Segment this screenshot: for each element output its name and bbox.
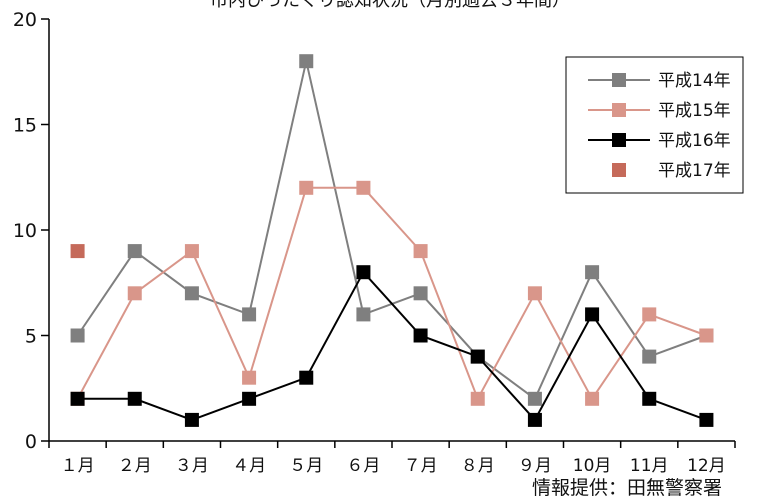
- x-tick-label: ５月: [289, 456, 323, 476]
- series-line: [76, 186, 707, 402]
- data-point: [299, 54, 314, 69]
- data-point: [585, 265, 600, 280]
- x-tick-label: ９月: [518, 456, 552, 476]
- data-point: [642, 391, 657, 406]
- x-tick-label: 12月: [687, 456, 726, 476]
- data-point: [642, 307, 657, 322]
- y-tick-label: 20: [13, 9, 37, 31]
- data-point: [127, 244, 142, 259]
- data-point: [184, 412, 199, 427]
- data-point: [184, 286, 199, 301]
- x-tick-label: ７月: [404, 456, 438, 476]
- data-point: [642, 349, 657, 364]
- y-tick-label: 5: [25, 326, 37, 348]
- data-point: [70, 244, 85, 259]
- data-point: [527, 286, 542, 301]
- legend-marker: [612, 73, 626, 87]
- y-tick-label: 15: [13, 115, 37, 137]
- x-axis-ticks: １月 ２月 ３月 ４月 ５月 ６月 ７月 ８月 ９月 10月 11月 12月: [48, 441, 736, 476]
- data-point: [527, 391, 542, 406]
- series-3: [70, 265, 714, 427]
- data-point: [585, 307, 600, 322]
- data-point: [585, 391, 600, 406]
- data-point: [470, 391, 485, 406]
- legend-entry: 平成16年: [588, 131, 731, 151]
- data-point: [356, 307, 371, 322]
- legend-label: 平成16年: [658, 131, 731, 151]
- data-point: [242, 307, 257, 322]
- data-point: [413, 328, 428, 343]
- data-point: [242, 370, 257, 385]
- x-tick-label: １月: [61, 456, 95, 476]
- data-point: [242, 391, 257, 406]
- x-tick-label: ３月: [175, 456, 209, 476]
- y-tick-label: 10: [13, 220, 37, 242]
- data-point: [527, 412, 542, 427]
- x-tick-label: ６月: [346, 456, 380, 476]
- y-axis-ticks: 0 5 10 15 20: [13, 9, 49, 453]
- x-tick-label: ２月: [118, 456, 152, 476]
- data-point: [299, 370, 314, 385]
- legend-entry: 平成15年: [588, 101, 731, 121]
- data-point: [70, 328, 85, 343]
- data-point: [356, 265, 371, 280]
- x-tick-label: 10月: [573, 456, 612, 476]
- data-point: [413, 286, 428, 301]
- data-point: [699, 412, 714, 427]
- data-point: [184, 244, 199, 259]
- legend-label: 平成14年: [658, 71, 731, 91]
- series-layer: [70, 54, 714, 427]
- legend-marker: [612, 133, 626, 147]
- x-tick-label: ８月: [461, 456, 495, 476]
- data-point: [413, 244, 428, 259]
- legend-marker: [612, 163, 626, 177]
- series-2: [70, 180, 714, 406]
- source-note: 情報提供：田無警察署: [532, 477, 722, 499]
- legend-label: 平成17年: [658, 161, 731, 181]
- y-tick-label: 0: [25, 431, 37, 453]
- data-point: [127, 286, 142, 301]
- x-tick-label: 11月: [630, 456, 669, 476]
- legend-label: 平成15年: [658, 101, 731, 121]
- legend-marker: [612, 103, 626, 117]
- data-point: [470, 349, 485, 364]
- series-line: [77, 270, 707, 422]
- data-point: [699, 328, 714, 343]
- x-tick-label: ４月: [232, 456, 266, 476]
- legend-entry: 平成14年: [588, 71, 731, 91]
- legend-entry: 平成17年: [612, 161, 731, 181]
- data-point: [356, 180, 371, 195]
- chart-title: 市内ひったくり認知状況（月別過去３年間）: [210, 0, 570, 11]
- data-point: [70, 391, 85, 406]
- series-4: [70, 244, 85, 259]
- data-point: [299, 180, 314, 195]
- data-point: [127, 391, 142, 406]
